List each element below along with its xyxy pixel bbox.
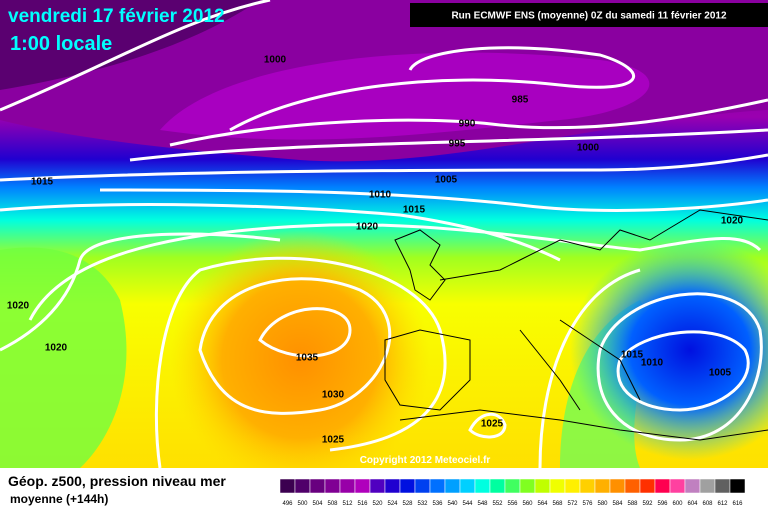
scale-label: 528 [402,501,413,507]
isobar-label: 1020 [7,301,30,312]
isobar-label: 1000 [264,55,287,66]
isobar-label: 1020 [356,222,379,233]
scale-label: 616 [732,501,743,507]
scale-swatch [624,478,641,494]
scale-swatch [324,478,341,494]
scale-swatch [459,478,476,494]
scale-label: 608 [702,501,713,507]
legend-title: Géop. z500, pression niveau mer [8,473,226,489]
scale-swatch [279,478,296,494]
scale-swatch [594,478,611,494]
scale-swatch [309,478,326,494]
scale-label: 596 [657,501,668,507]
scale-swatch [294,478,311,494]
scale-swatch [714,478,731,494]
date: vendredi 17 février 2012 [8,6,225,27]
scale-label: 524 [387,501,398,507]
scale-swatch [384,478,401,494]
time: 1:00 locale [10,33,112,55]
scale-label: 548 [477,501,488,507]
scale-label: 568 [552,501,563,507]
scale-swatch [564,478,581,494]
isobar-label: 1015 [621,350,644,361]
scale-label: 520 [372,501,383,507]
isobar-label: 1000 [577,143,600,154]
scale-label: 604 [687,501,698,507]
scale-label: 508 [327,501,338,507]
isobar-label: 990 [459,119,476,130]
isobar-label: 1025 [481,419,504,430]
scale-label: 552 [492,501,503,507]
isobar-label: 1030 [322,390,345,401]
isobar-label: 1005 [709,368,732,379]
scale-label: 564 [537,501,548,507]
color-scale: 496 500 504 508 512 516 520 524 528 532 536 540 544 5… [279,478,746,507]
scale-swatch [549,478,566,494]
scale-swatch [609,478,626,494]
run-info: Run ECMWF ENS (moyenne) 0Z du samedi 11 … [451,11,727,22]
map-field [0,0,768,490]
scale-swatch [399,478,416,494]
isobar-label: 1025 [322,435,345,446]
isobar-label: 1010 [641,358,664,369]
scale-label: 588 [627,501,638,507]
scale-swatch [444,478,461,494]
scale-swatch [519,478,536,494]
isobar-label: 1010 [369,190,392,201]
copyright: Copyright 2012 Meteociel.fr [360,455,491,466]
scale-swatch [669,478,686,494]
scale-label: 612 [717,501,728,507]
scale-label: 544 [462,501,473,507]
scale-label: 600 [672,501,683,507]
scale-label: 556 [507,501,518,507]
isobar-label: 1015 [31,177,54,188]
scale-swatch [414,478,431,494]
scale-swatch [639,478,656,494]
scale-label: 572 [567,501,578,507]
scale-label: 536 [432,501,443,507]
scale-label: 500 [297,501,308,507]
scale-label: 580 [597,501,608,507]
isobar-label: 1020 [45,343,68,354]
scale-label: 496 [282,501,293,507]
legend-subtitle: moyenne (+144h) [10,492,108,506]
scale-label: 560 [522,501,533,507]
coastlines [384,209,768,441]
scale-swatch [429,478,446,494]
scale-label: 592 [642,501,653,507]
scale-swatch [339,478,356,494]
scale-label: 516 [357,501,368,507]
isobar-label: 995 [449,139,466,150]
scale-swatch [699,478,716,494]
scale-swatch [474,478,491,494]
scale-label: 540 [447,501,458,507]
scale-swatch [489,478,506,494]
isobar-label: 1020 [721,216,744,227]
scale-label: 512 [342,501,353,507]
isobar-label: 1015 [403,205,426,216]
scale-swatch [504,478,521,494]
scale-label: 532 [417,501,428,507]
run-box [410,3,768,27]
scale-swatch [534,478,551,494]
scale-label: 576 [582,501,593,507]
isobar-label: 1005 [435,175,458,186]
scale-label: 584 [612,501,623,507]
isobar-label: 1035 [296,353,319,364]
scale-swatch [354,478,371,494]
scale-swatch [729,478,746,494]
scale-label: 504 [312,501,323,507]
scale-swatch [369,478,386,494]
scale-swatch [579,478,596,494]
scale-swatch [654,478,671,494]
scale-swatch [684,478,701,494]
isobar-label: 985 [512,95,529,106]
